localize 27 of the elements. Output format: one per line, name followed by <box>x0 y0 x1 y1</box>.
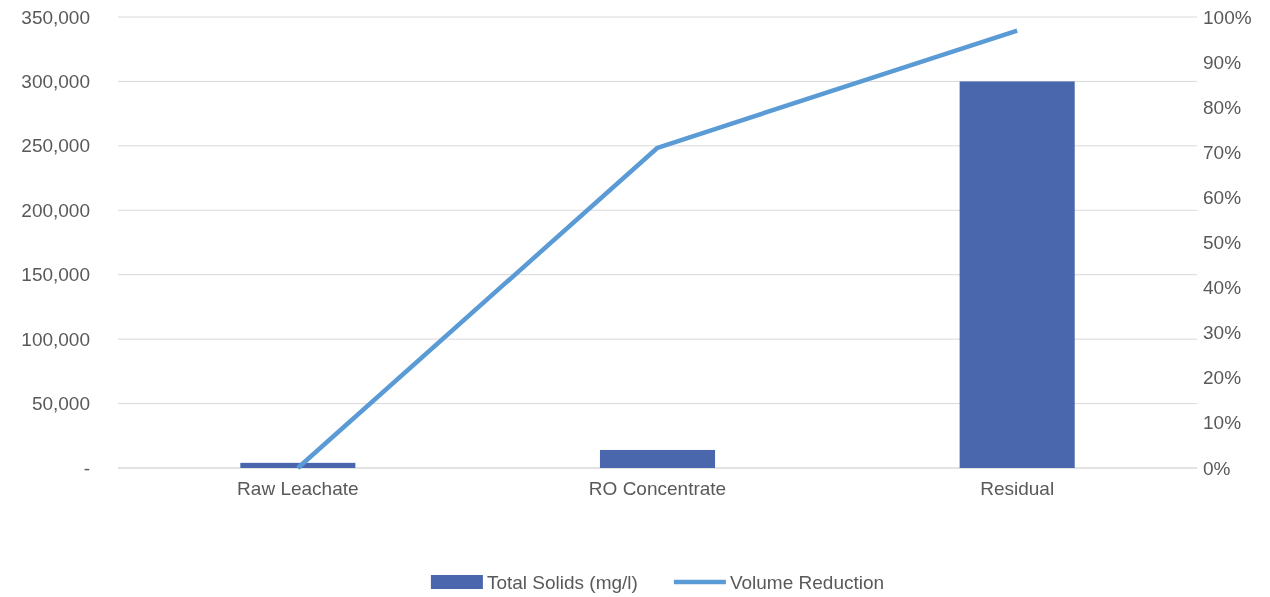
bar <box>240 462 356 468</box>
y2-tick-label: 60% <box>1203 186 1242 208</box>
y2-tick-label: 0% <box>1203 457 1231 479</box>
y2-tick-label: 70% <box>1203 141 1242 163</box>
x-tick-label: Residual <box>980 478 1055 500</box>
x-tick-label: Raw Leachate <box>237 478 359 500</box>
y-tick-label: 250,000 <box>21 135 90 157</box>
y2-tick-label: 40% <box>1203 277 1242 299</box>
x-tick-label: RO Concentrate <box>588 478 727 500</box>
y-tick-label: 200,000 <box>21 199 90 221</box>
legend-label: Total Solids (mg/l) <box>486 571 638 593</box>
y2-tick-label: 30% <box>1203 322 1242 344</box>
y-tick-label: 350,000 <box>21 6 90 28</box>
bar <box>959 81 1075 468</box>
bar <box>599 449 716 468</box>
y2-tick-label: 80% <box>1203 96 1242 118</box>
y2-tick-label: 50% <box>1203 232 1242 254</box>
y2-tick-label: 100% <box>1203 6 1252 28</box>
y-tick-label: 100,000 <box>21 328 90 350</box>
y2-tick-label: 90% <box>1203 51 1242 73</box>
y-tick-label: 50,000 <box>31 393 90 415</box>
y-tick-label: 150,000 <box>21 264 90 286</box>
y2-tick-label: 20% <box>1203 367 1242 389</box>
y2-tick-label: 10% <box>1203 412 1242 434</box>
y-tick-label: - <box>83 457 90 479</box>
legend-label: Volume Reduction <box>729 571 885 593</box>
y-tick-label: 300,000 <box>21 71 90 93</box>
